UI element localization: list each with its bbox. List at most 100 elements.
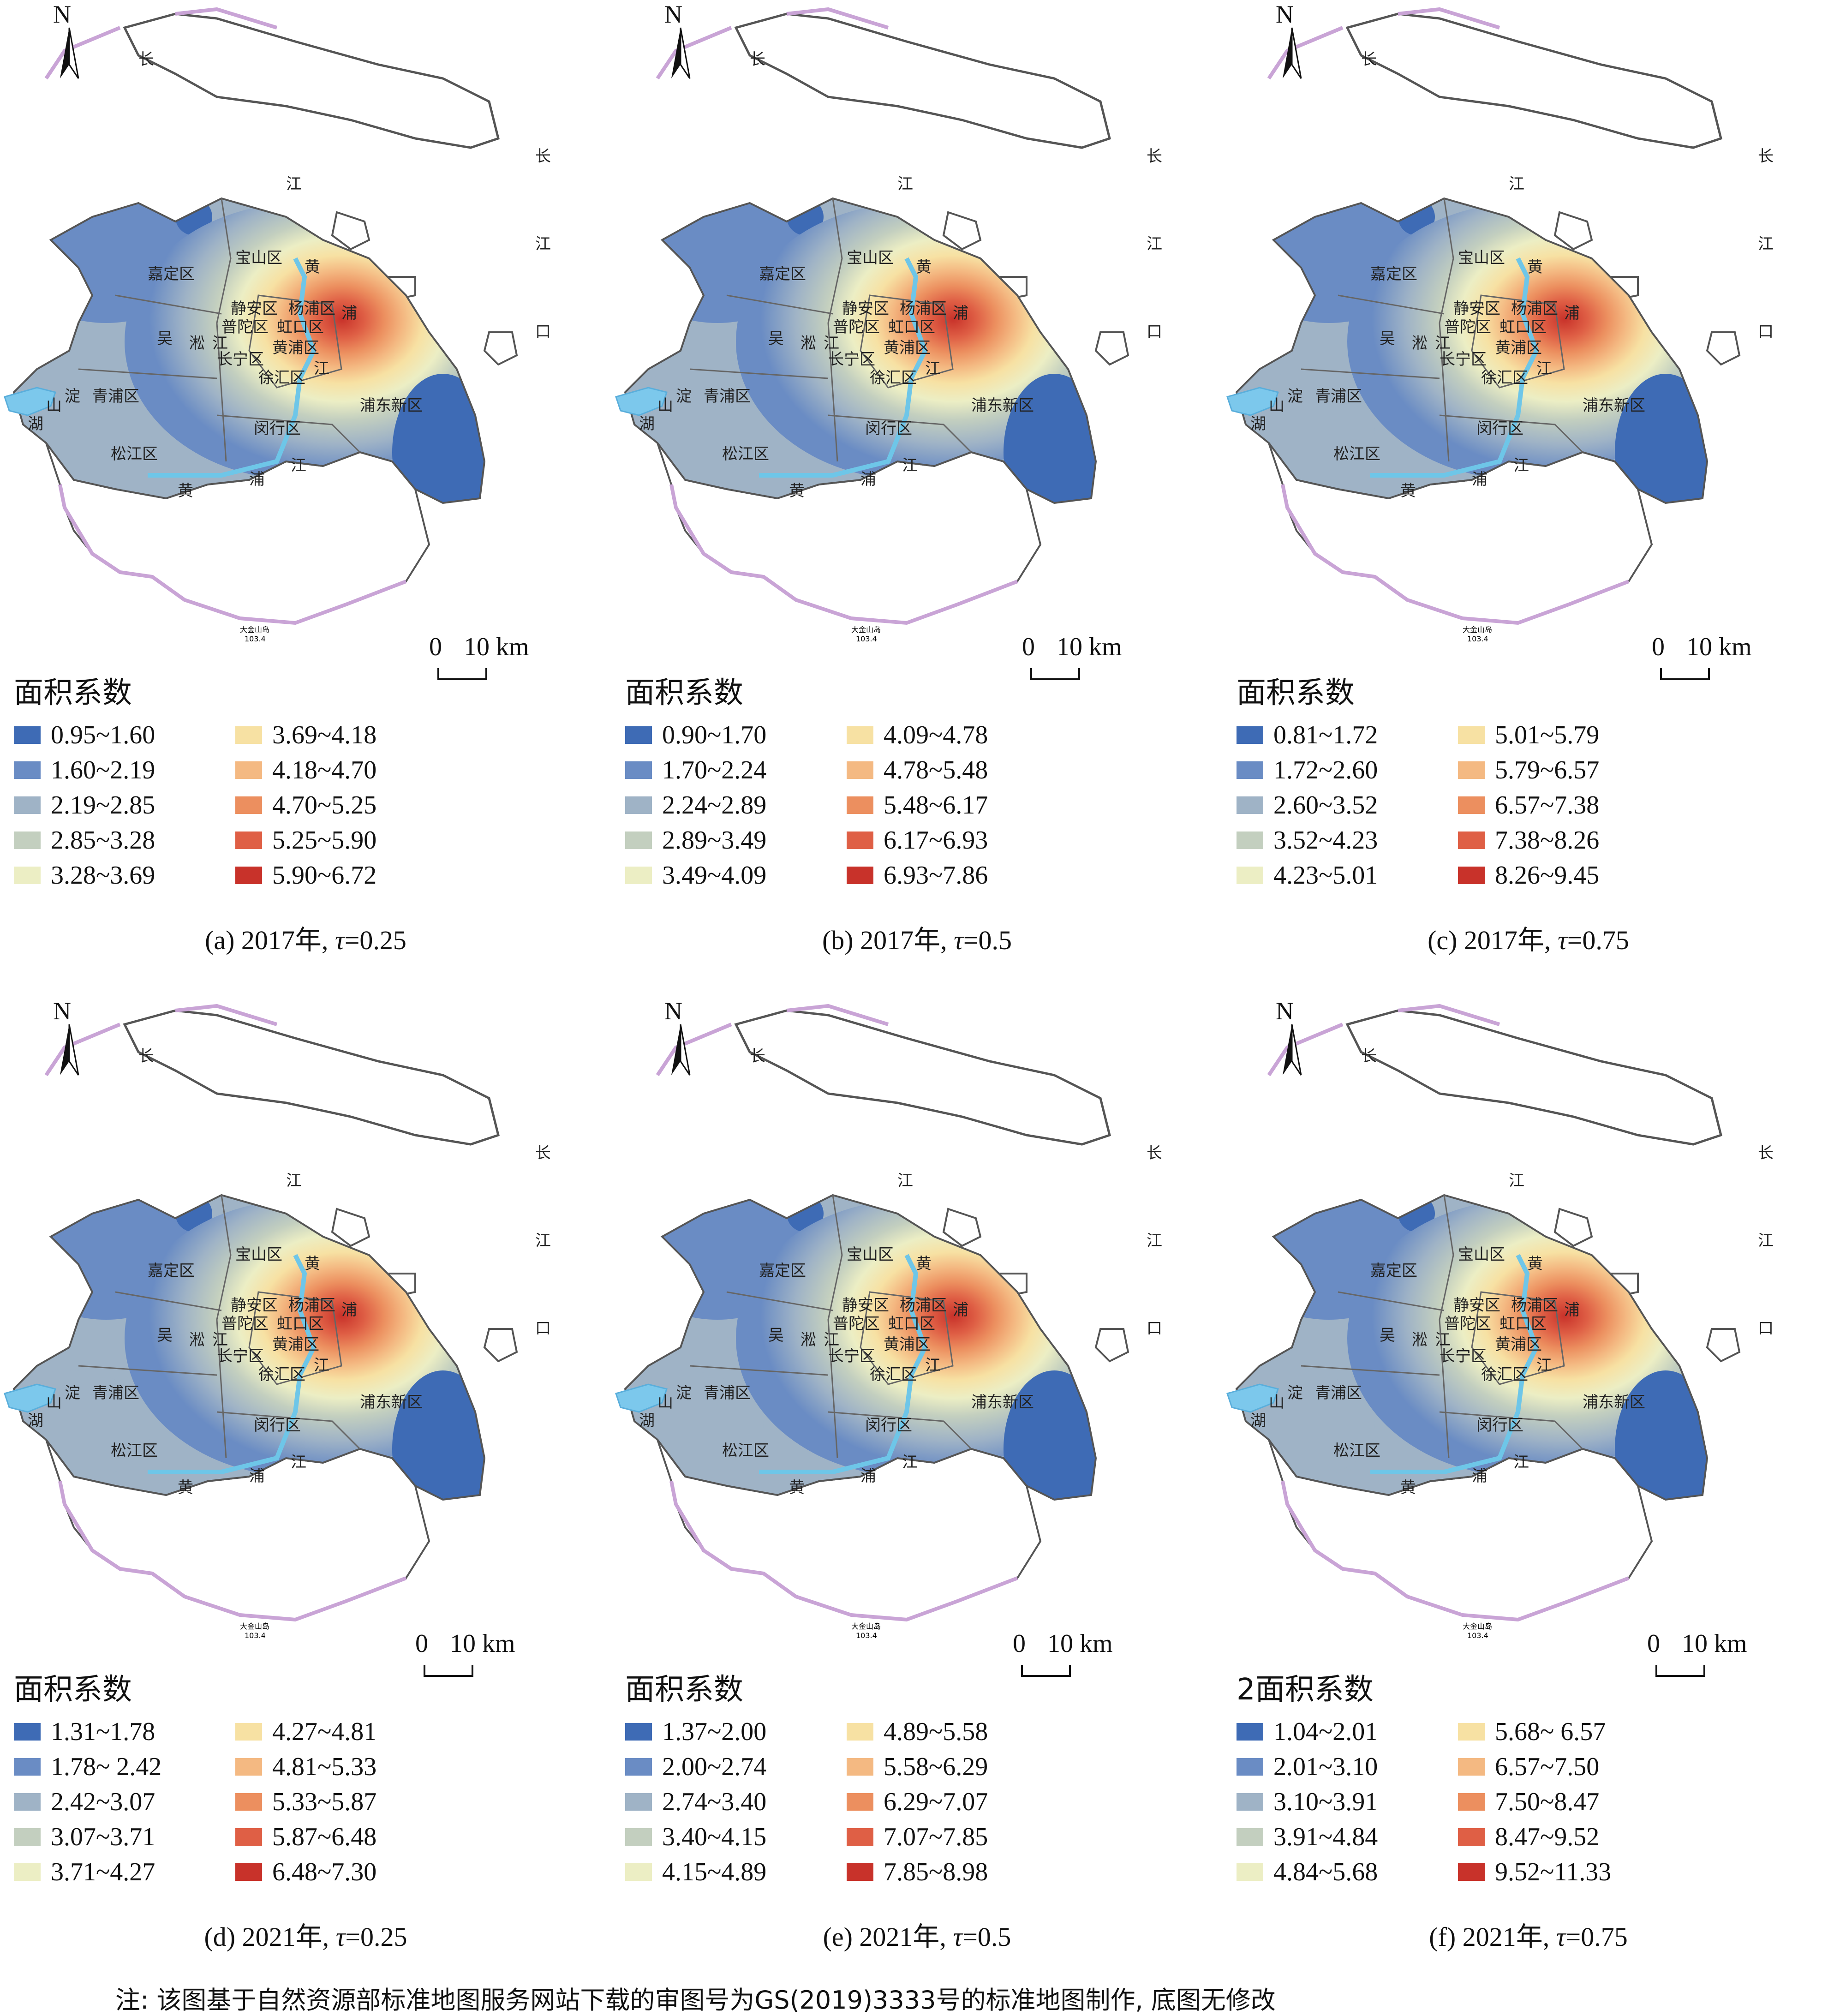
legend-swatch [625, 867, 652, 884]
legend-label: 4.84~5.68 [1273, 1858, 1378, 1886]
legend-item: 1.37~2.00 [625, 1717, 766, 1747]
north-arrow-icon [655, 5, 706, 83]
legend-title: 面积系数 [14, 1673, 132, 1707]
legend-item: 1.72~2.60 [1237, 755, 1378, 785]
svg-text:103.4: 103.4 [1467, 634, 1488, 643]
legend-swatch [14, 1723, 41, 1741]
svg-text:嘉定区: 嘉定区 [1370, 265, 1417, 283]
svg-text:虹口区: 虹口区 [1499, 318, 1547, 336]
legend-item: 5.33~5.87 [235, 1787, 376, 1817]
svg-text:长宁区: 长宁区 [828, 1347, 875, 1365]
legend-swatch [1237, 1723, 1263, 1741]
svg-text:淞: 淞 [801, 334, 816, 353]
svg-text:青浦区: 青浦区 [92, 1384, 139, 1402]
legend-item: 2.01~3.10 [1237, 1752, 1378, 1782]
legend-item: 5.87~6.48 [235, 1822, 376, 1852]
legend-label: 7.07~7.85 [884, 1823, 988, 1851]
svg-text:浦: 浦 [249, 470, 265, 489]
svg-text:浦: 浦 [953, 1301, 968, 1319]
svg-text:口: 口 [1147, 1319, 1162, 1338]
svg-text:黄: 黄 [305, 258, 320, 276]
svg-text:黄浦区: 黄浦区 [884, 1335, 931, 1354]
legend-label: 6.57~7.38 [1495, 791, 1600, 820]
svg-text:浦: 浦 [1564, 304, 1580, 323]
svg-text:江: 江 [1758, 1232, 1774, 1250]
legend-label: 6.48~7.30 [272, 1858, 377, 1886]
legend-item: 1.70~2.24 [625, 755, 766, 785]
legend-label: 0.90~1.70 [662, 721, 767, 749]
legend-item: 6.17~6.93 [847, 825, 988, 855]
scale-bar: 0 10 km [415, 1629, 515, 1680]
svg-text:江: 江 [291, 1453, 306, 1472]
svg-text:淀: 淀 [65, 387, 80, 406]
legend-item: 4.23~5.01 [1237, 860, 1378, 891]
svg-text:黄: 黄 [916, 258, 932, 276]
footnote: 注: 该图基于自然资源部标准地图服务网站下载的审图号为GS(2019)3333号… [115, 1986, 1276, 2015]
chongming-outline [734, 1009, 1111, 1146]
legend-item: 6.57~7.50 [1458, 1752, 1599, 1782]
svg-text:青浦区: 青浦区 [92, 387, 139, 406]
svg-text:江: 江 [925, 1356, 941, 1375]
legend-swatch [1237, 796, 1263, 814]
legend-swatch [1458, 1863, 1485, 1881]
legend-item: 7.38~8.26 [1458, 825, 1599, 855]
legend-item: 5.79~6.57 [1458, 755, 1599, 785]
legend-label: 3.71~4.27 [51, 1858, 155, 1886]
legend-label: 5.48~6.17 [884, 791, 988, 820]
legend-label: 1.04~2.01 [1273, 1717, 1378, 1746]
svg-text:浦: 浦 [953, 304, 968, 323]
svg-text:江: 江 [535, 235, 551, 253]
svg-text:江: 江 [212, 334, 228, 353]
legend-item: 3.10~3.91 [1237, 1787, 1378, 1817]
svg-text:长宁区: 长宁区 [217, 1347, 264, 1365]
legend-swatch [1458, 796, 1485, 814]
legend-item: 9.52~11.33 [1458, 1857, 1611, 1887]
svg-text:湖: 湖 [28, 1412, 43, 1430]
legend-swatch [1458, 1828, 1485, 1846]
legend-swatch [625, 1758, 652, 1776]
legend-item: 4.78~5.48 [847, 755, 988, 785]
svg-text:宝山区: 宝山区 [1458, 249, 1505, 267]
svg-text:吴: 吴 [157, 1326, 173, 1345]
heatmap: 长 江 长 江 口 宝山区 嘉定区 黄 静安区 杨浦区 浦 普陀区 虹口区 吴 … [1226, 7, 1774, 643]
legend-title: 面积系数 [14, 676, 132, 710]
svg-text:长: 长 [1758, 147, 1774, 166]
svg-text:吴: 吴 [768, 329, 784, 348]
legend-swatch [625, 1863, 652, 1881]
svg-text:103.4: 103.4 [245, 1631, 266, 1640]
legend-item: 7.50~8.47 [1458, 1787, 1599, 1817]
legend-label: 3.69~4.18 [272, 721, 377, 749]
legend-label: 3.10~3.91 [1273, 1788, 1378, 1816]
svg-text:杨浦区: 杨浦区 [1511, 1296, 1558, 1315]
legend-label: 4.89~5.58 [884, 1717, 988, 1746]
svg-text:浦东新区: 浦东新区 [971, 396, 1034, 415]
legend-swatch [847, 832, 873, 849]
legend-swatch [235, 1758, 262, 1776]
svg-text:103.4: 103.4 [856, 1631, 877, 1640]
svg-text:浦东新区: 浦东新区 [1583, 1393, 1645, 1412]
legend-swatch [1237, 726, 1263, 744]
legend-swatch [1237, 832, 1263, 849]
svg-text:青浦区: 青浦区 [704, 1384, 751, 1402]
scale-bar: 0 10 km [1652, 632, 1752, 683]
svg-text:宝山区: 宝山区 [235, 1245, 282, 1264]
legend-label: 6.17~6.93 [884, 826, 988, 855]
chongming-outline [734, 12, 1111, 149]
legend-item: 1.04~2.01 [1237, 1717, 1378, 1747]
svg-text:长: 长 [1758, 1144, 1774, 1162]
svg-text:黄: 黄 [916, 1255, 932, 1273]
legend-label: 3.52~4.23 [1273, 826, 1378, 855]
svg-text:嘉定区: 嘉定区 [759, 265, 806, 283]
svg-text:淀: 淀 [676, 387, 692, 406]
scale-bar: 0 10 km [429, 632, 529, 683]
svg-text:普陀区: 普陀区 [1444, 318, 1491, 336]
svg-text:杨浦区: 杨浦区 [900, 299, 947, 318]
svg-text:普陀区: 普陀区 [221, 318, 269, 336]
map-panel-2: 长 江 长 江 口 宝山区 嘉定区 黄 静安区 杨浦区 浦 普陀区 虹口区 吴 … [1223, 0, 1834, 960]
svg-text:江: 江 [1435, 334, 1451, 353]
svg-text:103.4: 103.4 [1467, 1631, 1488, 1640]
legend-title: 面积系数 [625, 676, 743, 710]
svg-text:淞: 淞 [189, 1331, 205, 1349]
legend-swatch [625, 832, 652, 849]
north-arrow-icon [44, 5, 95, 83]
